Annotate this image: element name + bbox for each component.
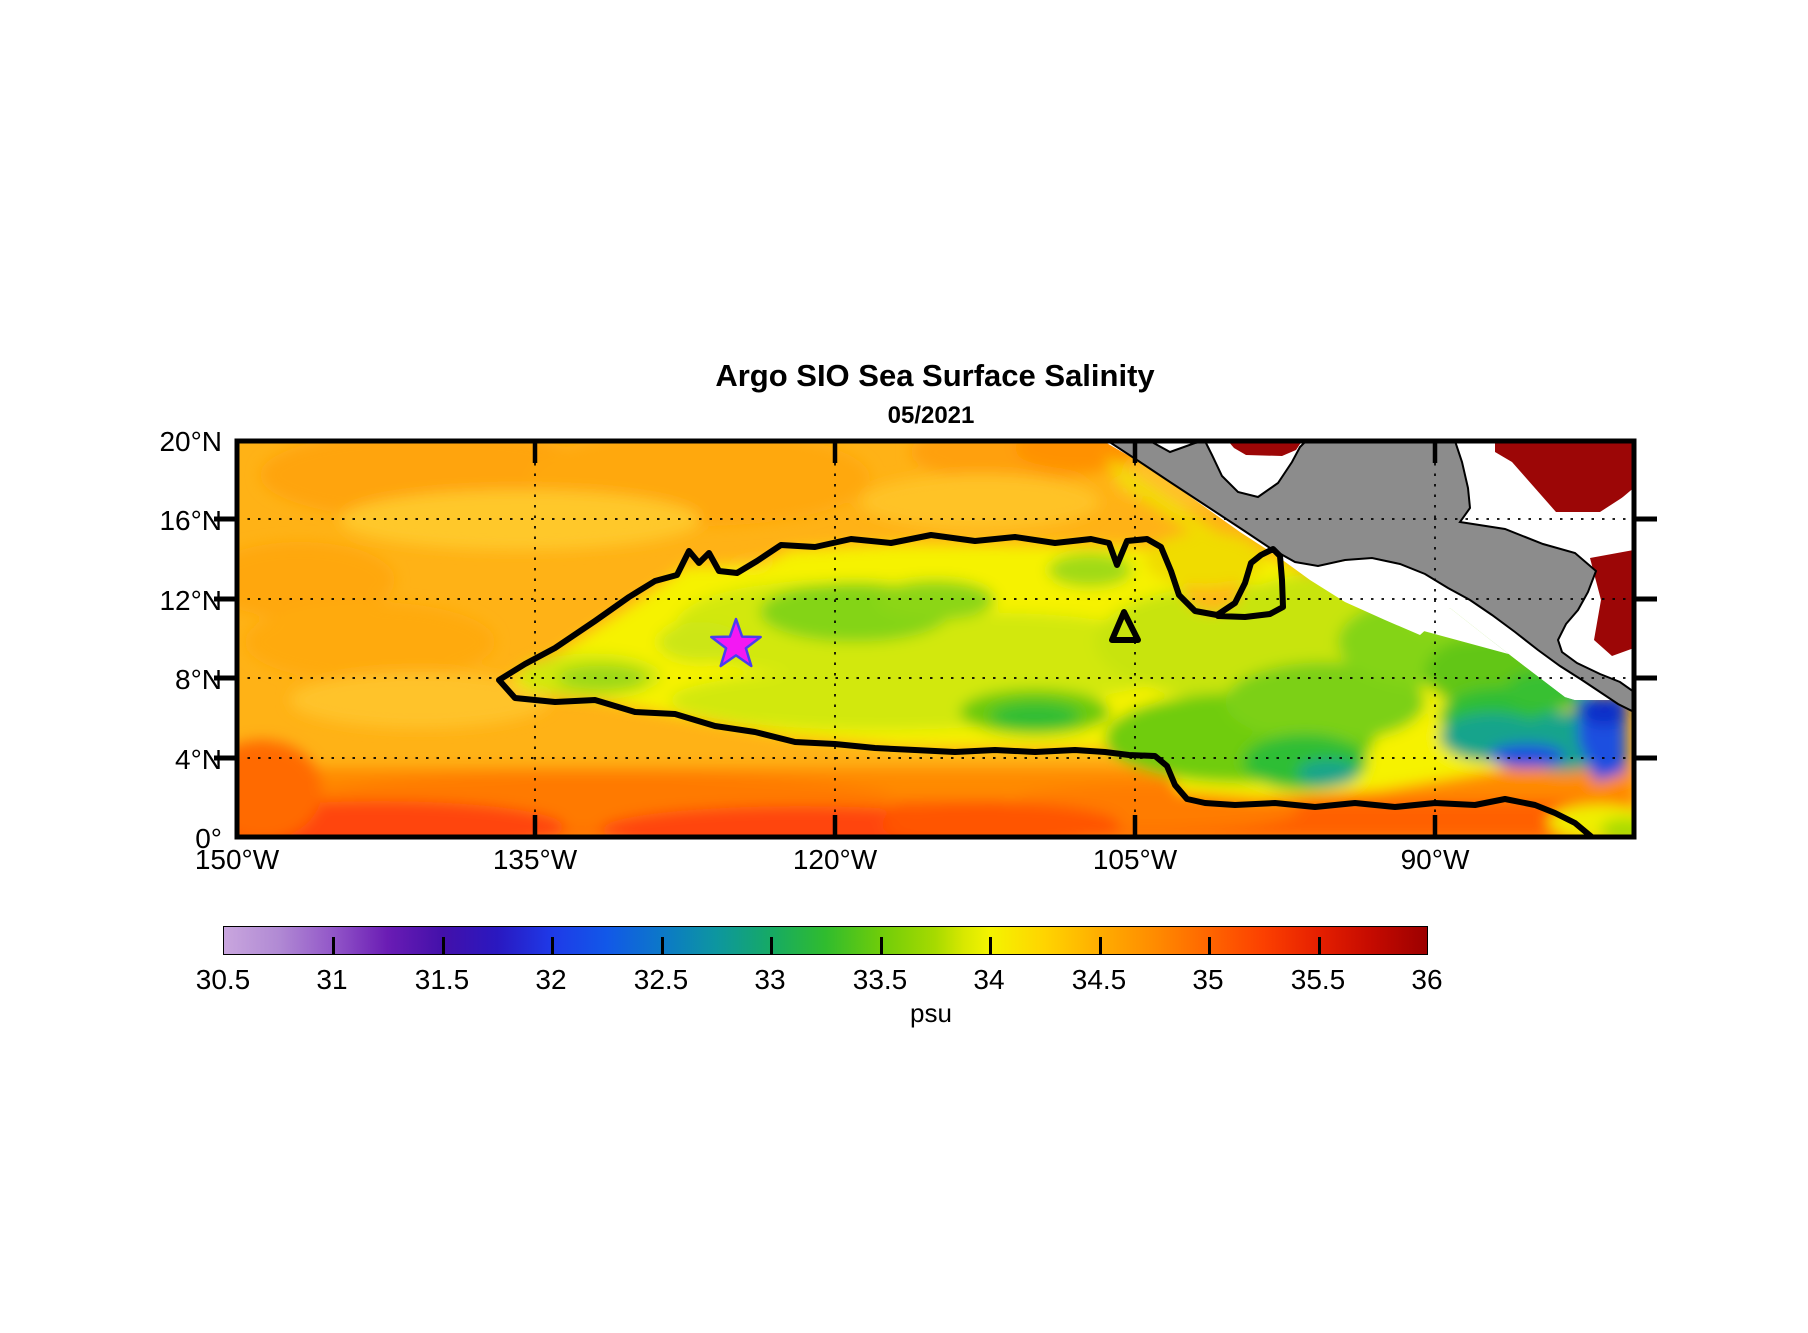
y-tick-20n: 20°N — [159, 426, 222, 457]
y-tick-8n: 8°N — [175, 664, 222, 695]
colorbar-tick — [880, 937, 883, 954]
colorbar-tick — [661, 937, 664, 954]
cb-label-36: 36 — [1411, 964, 1443, 995]
cb-label-31-5: 31.5 — [414, 964, 470, 995]
station-marker-star — [710, 617, 762, 668]
cb-label-31: 31 — [316, 964, 348, 995]
y-tick-12n: 12°N — [159, 585, 222, 616]
cb-label-34: 34 — [973, 964, 1005, 995]
no-data-region — [1103, 441, 1633, 712]
cb-label-32-5: 32.5 — [633, 964, 689, 995]
axes-box — [214, 438, 1657, 840]
y-tick-4n: 4°N — [175, 744, 222, 775]
colorbar-tick — [989, 937, 992, 954]
colorbar-tick — [1208, 937, 1211, 954]
grid-lines — [237, 442, 1632, 835]
colorbar-tick — [770, 937, 773, 954]
cb-label-33-5: 33.5 — [852, 964, 908, 995]
landmass — [1106, 441, 1633, 713]
colorbar-tick — [332, 937, 335, 954]
cb-label-35-5: 35.5 — [1290, 964, 1346, 995]
x-tick-135w: 135°W — [492, 844, 578, 875]
cb-label-30-5: 30.5 — [195, 964, 251, 995]
plot-subtitle: 05/2021 — [887, 402, 975, 429]
colorbar — [223, 926, 1428, 955]
colorbar-tick — [551, 937, 554, 954]
plot-title: Argo SIO Sea Surface Salinity — [715, 358, 1155, 393]
colorbar-tick — [442, 937, 445, 954]
cb-label-34-5: 34.5 — [1071, 964, 1127, 995]
x-tick-150w: 150°W — [194, 844, 280, 875]
salinity-contour — [496, 532, 1596, 836]
x-tick-120w: 120°W — [792, 844, 878, 875]
colorbar-tick — [1318, 937, 1321, 954]
x-tick-105w: 105°W — [1092, 844, 1178, 875]
salinity-field — [237, 441, 1633, 836]
cb-label-32: 32 — [535, 964, 567, 995]
x-tick-90w: 90°W — [1400, 844, 1470, 875]
colorbar-unit-label: psu — [910, 998, 952, 1028]
cb-label-33: 33 — [754, 964, 786, 995]
y-tick-16n: 16°N — [159, 505, 222, 536]
high-salinity-patches — [1228, 441, 1633, 656]
y-tick-0: 0° — [195, 823, 222, 854]
cb-label-35: 35 — [1192, 964, 1224, 995]
colorbar-tick — [1099, 937, 1102, 954]
